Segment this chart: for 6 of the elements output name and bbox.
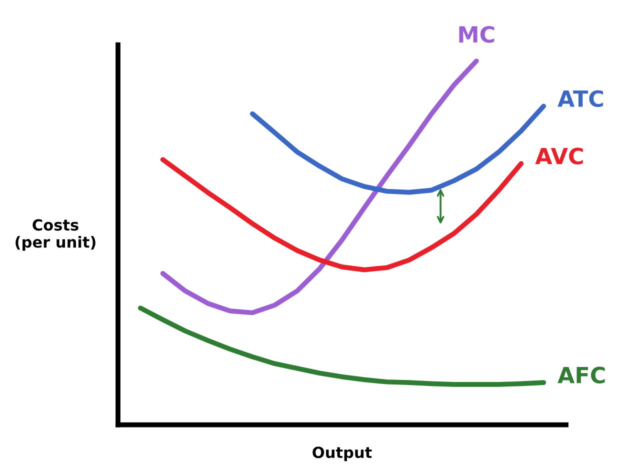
series-label: MC <box>459 26 494 43</box>
y-axis-title: Costs (per unit) <box>16 219 96 251</box>
series-label: AFC <box>558 366 605 384</box>
x-axis-title: Output <box>312 446 372 462</box>
series-label: AVC <box>535 148 583 164</box>
series-label: ATC <box>558 90 604 108</box>
